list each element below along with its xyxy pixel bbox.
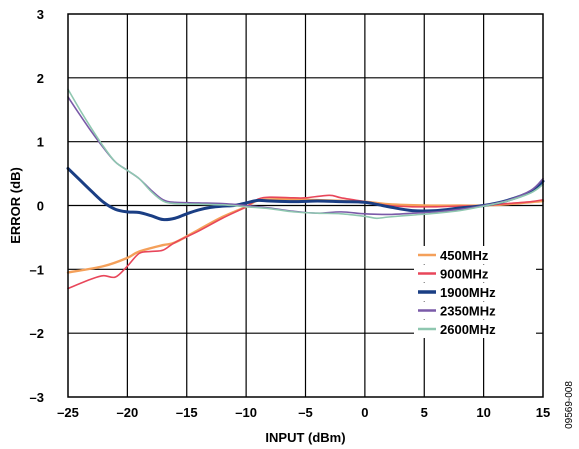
x-axis-title: INPUT (dBm) [265,430,345,445]
legend-label: 900MHz [440,267,489,282]
legend-label: 2600MHz [440,322,496,337]
y-tick-labels: 3 2 1 0 –1 –2 –3 [30,7,44,405]
x-tick-label: 5 [421,405,428,420]
y-tick-label: –3 [30,390,44,405]
x-tick-label: 10 [476,405,490,420]
series-line-900mhz [67,194,544,290]
y-tick-label: –1 [30,262,44,277]
y-tick-label: 3 [37,7,44,22]
legend-item-bg [414,283,536,301]
legend-label: 2350MHz [440,304,496,319]
y-axis-title: ERROR (dB) [8,167,23,244]
x-tick-label: –20 [117,405,139,420]
y-tick-label: 0 [37,199,44,214]
legend-label: 450MHz [440,248,489,263]
legend-item-bg [414,320,536,338]
series-line-2600mhz [67,88,544,220]
x-tick-label: 0 [361,405,368,420]
legend-item-bg [414,264,536,283]
x-tick-label: –5 [298,405,312,420]
legend-item-bg [414,301,536,320]
series-layer [66,88,545,290]
x-tick-label: 15 [536,405,550,420]
x-tick-labels: –25 –20 –15 –10 –5 0 5 10 15 [57,405,550,420]
y-tick-label: 2 [37,71,44,86]
legend-item-bg [414,246,536,264]
figure-id: 09569-008 [564,381,575,429]
x-tick-label: –15 [176,405,198,420]
legend: 450MHz 900MHz 1900MHz 2350MHz 2600MHz [414,246,536,338]
legend-label: 1900MHz [440,285,496,300]
x-tick-label: –25 [57,405,79,420]
y-tick-label: 1 [37,135,44,150]
x-tick-label: –10 [235,405,257,420]
plot-frame [67,13,544,398]
y-tick-label: –2 [30,326,44,341]
